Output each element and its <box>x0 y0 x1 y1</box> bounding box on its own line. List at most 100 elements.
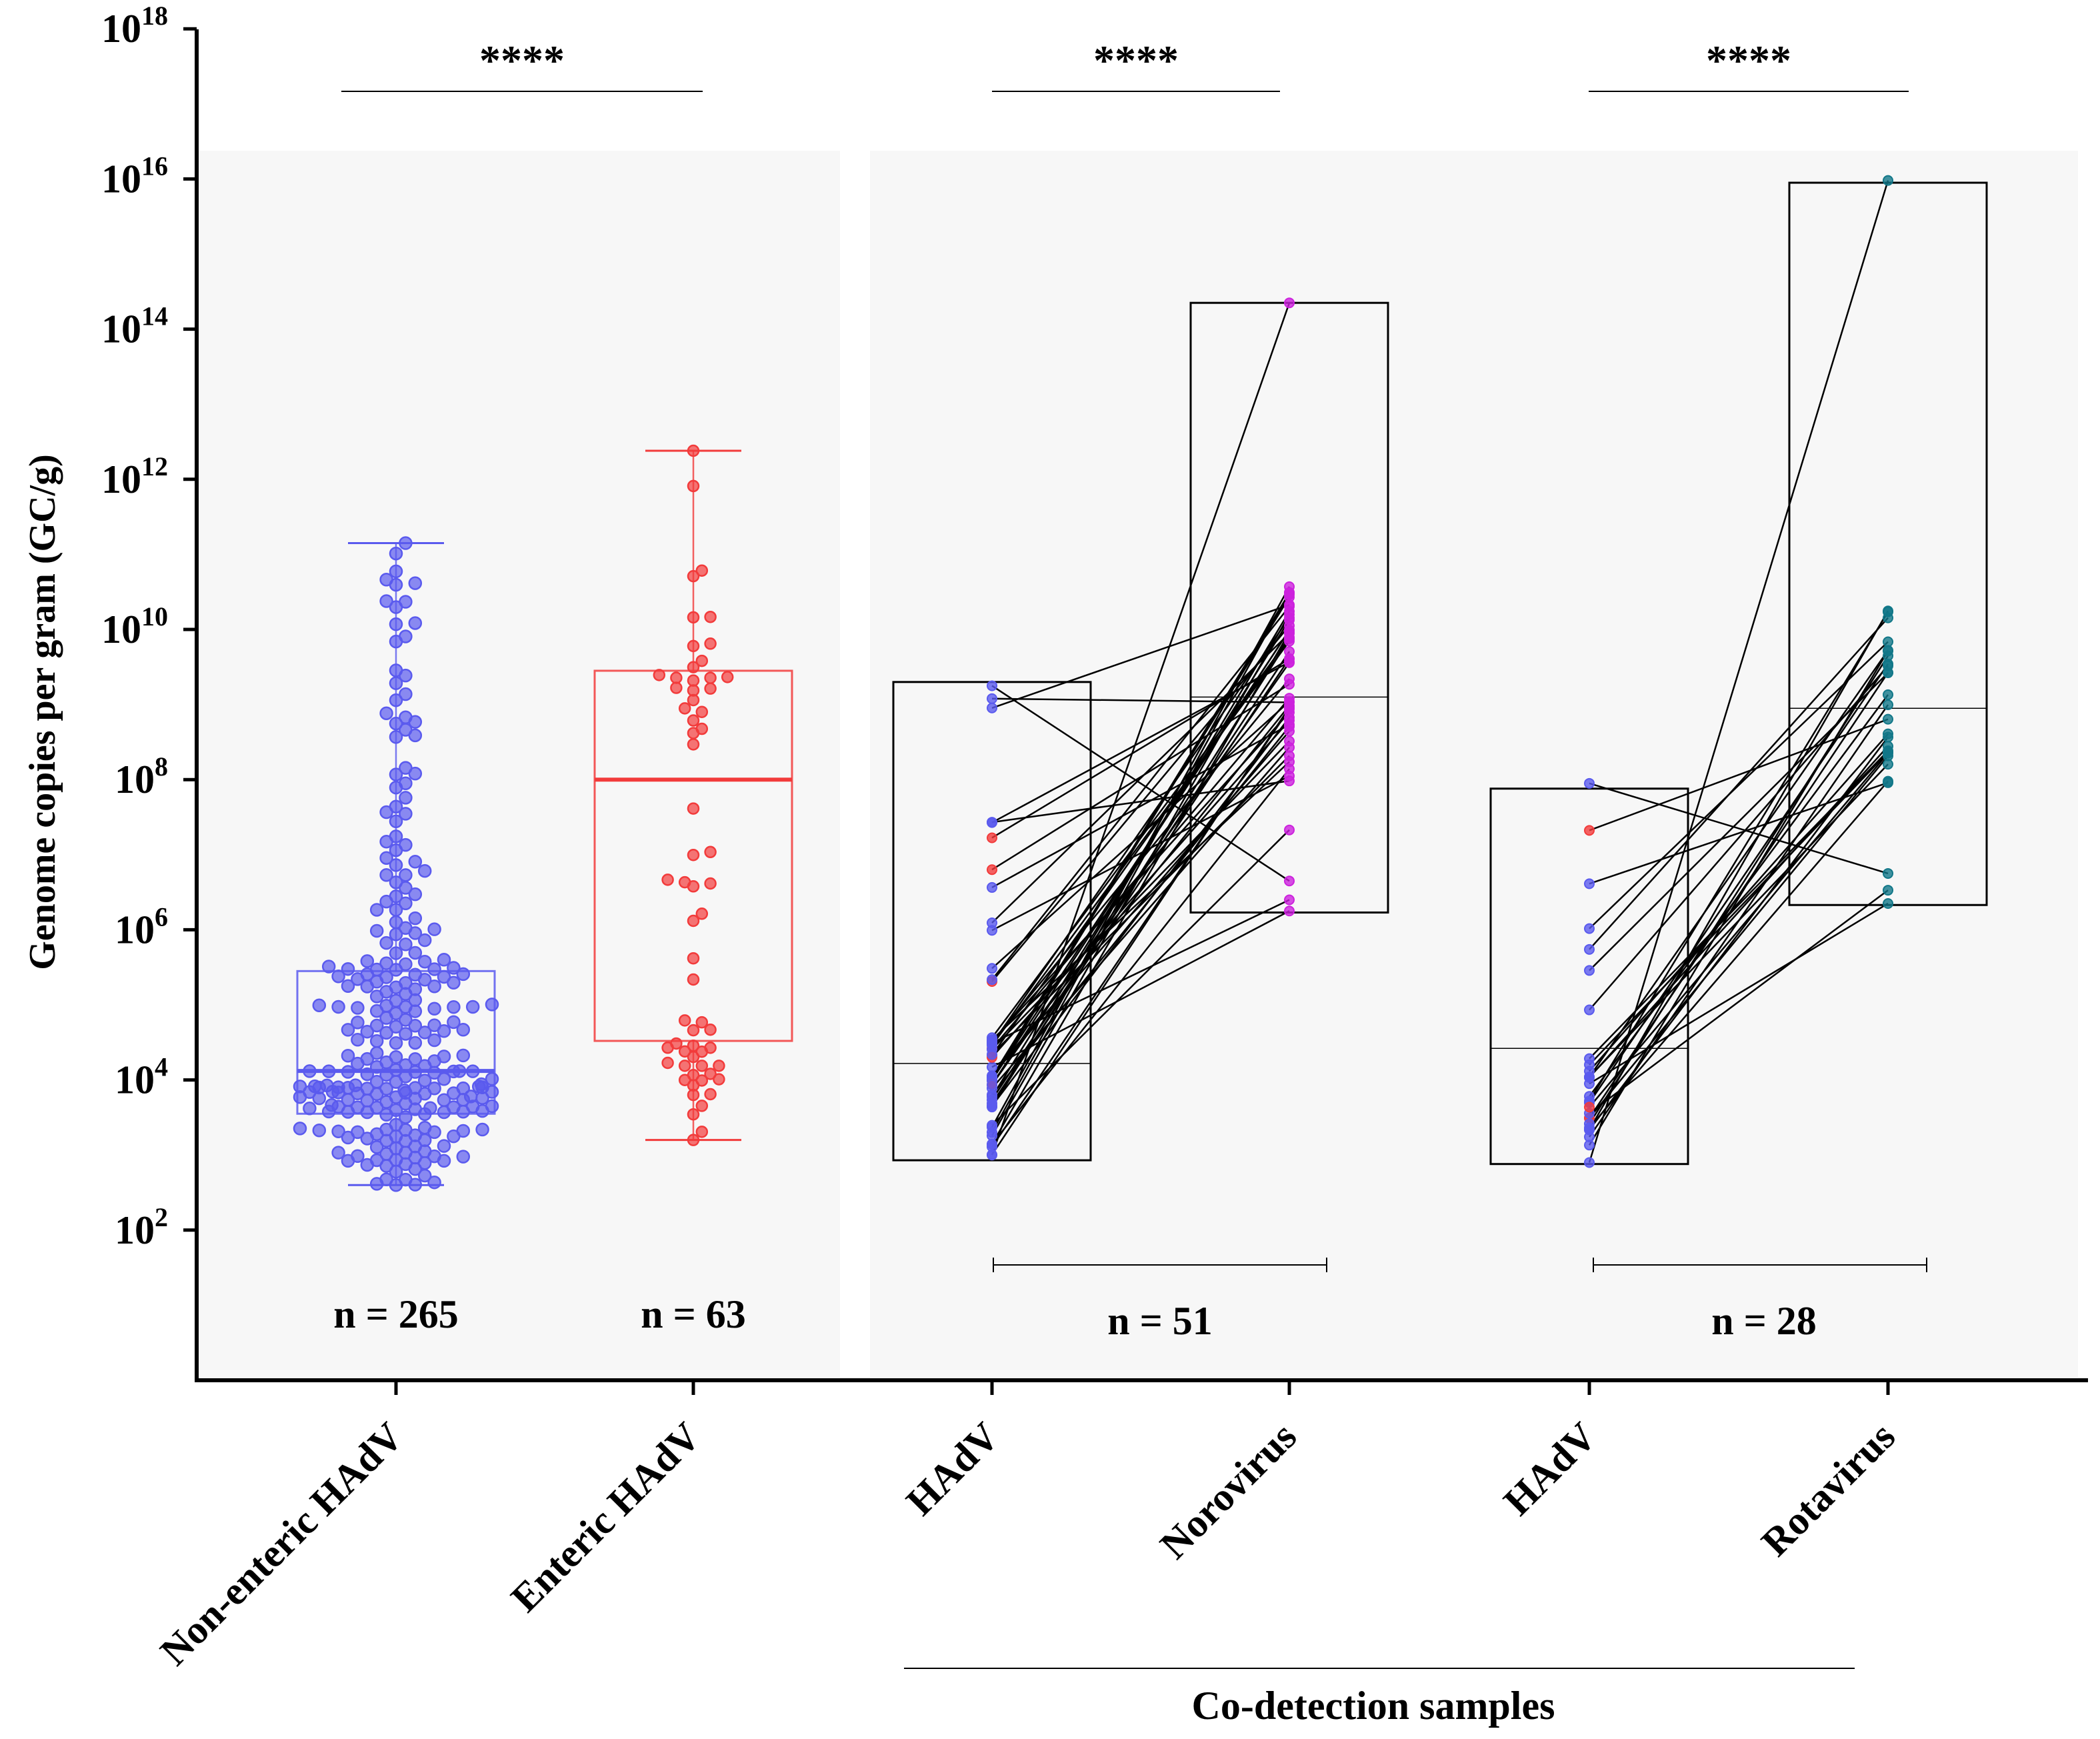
data-point <box>705 683 716 694</box>
data-point <box>705 1068 716 1079</box>
data-point <box>333 1147 345 1159</box>
data-point <box>705 611 716 622</box>
data-point-norovirus <box>1285 751 1294 761</box>
data-point <box>326 1099 338 1111</box>
data-point-norovirus <box>1285 876 1294 886</box>
data-point <box>399 631 411 643</box>
data-point <box>409 1037 421 1049</box>
data-point <box>390 618 402 630</box>
data-point <box>688 675 699 686</box>
data-point-hadv <box>987 926 997 935</box>
data-point <box>697 723 707 734</box>
data-point <box>333 1001 345 1013</box>
data-point <box>679 877 690 888</box>
data-point-hadv <box>987 818 997 827</box>
data-point <box>697 565 707 576</box>
data-point <box>424 1102 436 1114</box>
data-point <box>697 908 707 919</box>
data-point <box>713 1060 724 1071</box>
data-point <box>409 947 421 959</box>
data-point-rotavirus <box>1883 778 1893 787</box>
data-point <box>323 960 335 972</box>
data-point <box>679 1015 690 1026</box>
y-tick-label: 1014 <box>101 301 168 351</box>
y-axis-ticks: 10210410610810101012101410161018 <box>101 1 197 1252</box>
data-point <box>399 596 411 608</box>
significance-label-2: **** <box>1093 37 1179 84</box>
data-point-norovirus <box>1285 697 1294 706</box>
data-point <box>381 937 393 949</box>
data-point-hadv <box>987 1080 997 1090</box>
data-point <box>399 869 411 881</box>
data-point-hadv <box>1585 1006 1594 1015</box>
data-point <box>333 1126 345 1138</box>
data-point-hadv <box>987 1050 997 1059</box>
data-point <box>409 577 421 589</box>
data-point <box>722 671 733 682</box>
data-point <box>332 1082 344 1094</box>
data-point <box>381 958 393 970</box>
data-point <box>419 1122 431 1134</box>
data-point <box>705 638 716 649</box>
data-point-hadv <box>987 964 997 973</box>
data-point-hadv <box>1585 945 1594 954</box>
data-point-hadv <box>987 833 997 842</box>
data-point <box>313 1124 325 1136</box>
data-point <box>697 1126 707 1137</box>
data-point <box>697 655 707 666</box>
data-point-rotavirus <box>1883 668 1893 677</box>
data-point-hadv <box>987 1099 997 1108</box>
data-point <box>409 1053 421 1065</box>
significance-label-1: **** <box>479 37 565 84</box>
y-axis-label: Genome copies per gram (GC/g) <box>22 454 63 970</box>
data-point <box>697 1017 707 1028</box>
data-point-hadv <box>1585 1102 1594 1112</box>
data-point-norovirus <box>1285 825 1294 835</box>
data-point-norovirus <box>1285 602 1294 611</box>
y-tick-label: 1012 <box>101 451 168 501</box>
data-point <box>409 855 421 867</box>
data-point <box>399 711 411 723</box>
data-point-hadv <box>1585 825 1594 835</box>
n-label-norovirus-pair: n = 51 <box>1107 1299 1213 1343</box>
data-point-hadv <box>1585 779 1594 788</box>
data-point <box>457 1151 469 1163</box>
data-point <box>390 890 402 902</box>
data-point-norovirus <box>1285 615 1294 625</box>
data-point <box>309 1080 321 1092</box>
data-point <box>688 481 699 491</box>
y-tick-label: 1016 <box>101 151 168 201</box>
data-point <box>294 1080 306 1092</box>
data-point-rotavirus <box>1883 700 1893 709</box>
data-point <box>381 595 393 607</box>
data-point-norovirus <box>1285 906 1294 916</box>
data-point <box>390 916 402 928</box>
data-point <box>409 617 421 629</box>
data-point-rotavirus <box>1883 759 1893 769</box>
data-point <box>429 1020 441 1032</box>
data-point <box>303 1102 315 1114</box>
data-point-norovirus <box>1285 298 1294 307</box>
y-tick-label: 104 <box>115 1052 168 1102</box>
data-point <box>705 673 716 683</box>
data-point-rotavirus <box>1883 715 1893 724</box>
data-point <box>679 1060 690 1071</box>
data-point-hadv <box>987 1035 997 1044</box>
data-point <box>688 1109 699 1120</box>
data-point-rotavirus <box>1883 690 1893 699</box>
data-point-hadv <box>1585 879 1594 888</box>
data-point <box>697 1100 707 1111</box>
data-point <box>342 1050 354 1062</box>
x-label-hadv-noro: HAdV <box>898 1414 1008 1524</box>
data-point <box>705 1089 716 1100</box>
data-point <box>371 925 383 937</box>
data-point <box>697 1060 707 1071</box>
data-point <box>467 1066 479 1078</box>
y-tick-label: 106 <box>115 902 168 952</box>
data-point-rotavirus <box>1883 606 1893 615</box>
data-point <box>351 1016 363 1028</box>
data-point-hadv <box>1585 1060 1594 1070</box>
data-point <box>399 938 411 950</box>
data-point-rotavirus <box>1883 747 1893 757</box>
data-point <box>409 969 421 981</box>
